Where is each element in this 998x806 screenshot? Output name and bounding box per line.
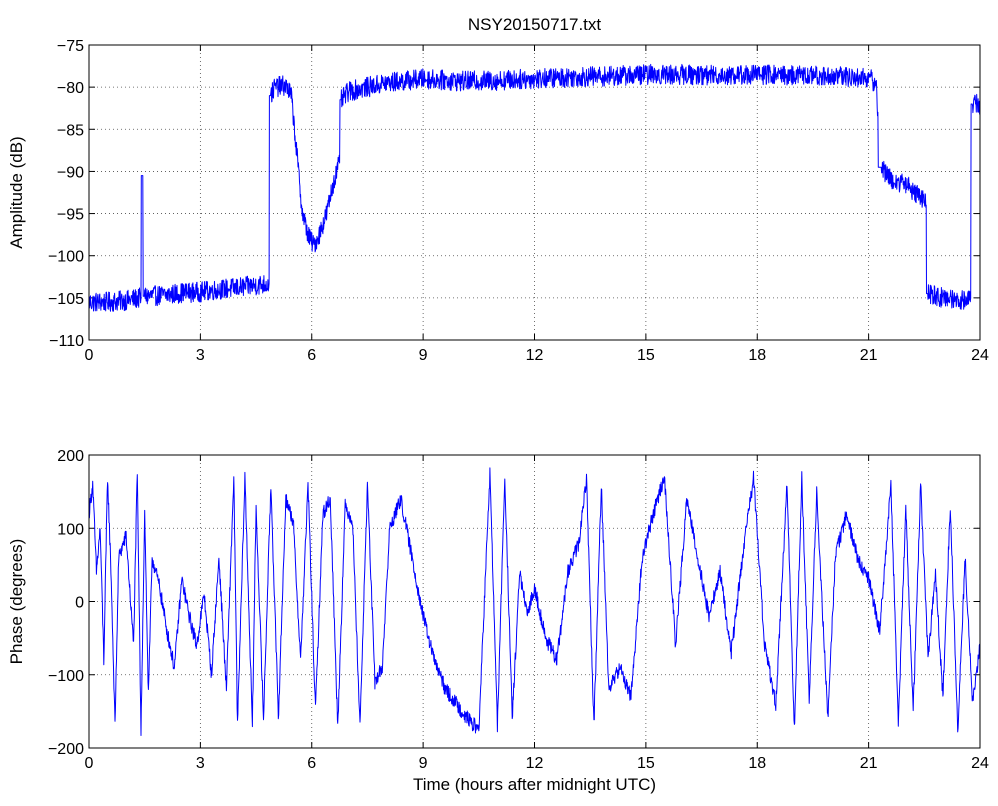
- x-tick-label: 24: [971, 347, 989, 364]
- y-axis-label: Phase (degrees): [7, 539, 26, 665]
- y-tick-label: −75: [57, 38, 84, 55]
- x-tick-label: 18: [748, 347, 766, 364]
- x-tick-label: 15: [637, 755, 655, 772]
- y-tick-label: −100: [48, 249, 84, 266]
- y-tick-label: −90: [57, 164, 84, 181]
- axes-border: [88, 454, 981, 749]
- phase-panel: 0 3 6 9 12 15 18 21 24 200 100 0 −100 −200 Time (hours…: [7, 448, 989, 794]
- x-tick-label: 6: [307, 347, 316, 364]
- plot-area: [88, 454, 981, 749]
- x-tick-label: 21: [860, 755, 878, 772]
- x-tick-label: 6: [307, 755, 316, 772]
- x-tick-label: 3: [196, 347, 205, 364]
- x-tick-label: 3: [196, 755, 205, 772]
- y-tick-label: −110: [49, 333, 84, 350]
- y-tick-label: 200: [57, 448, 84, 465]
- y-tick-label: −85: [57, 122, 84, 139]
- x-tick-label: 15: [637, 347, 655, 364]
- y-tick-label: −200: [48, 741, 84, 758]
- y-tick-label: −80: [57, 80, 84, 97]
- x-tick-label: 0: [85, 755, 94, 772]
- series-line: [88, 63, 981, 312]
- series-line: [88, 467, 981, 736]
- y-axis-label: Amplitude (dB): [7, 136, 26, 248]
- y-tick-label: 0: [75, 595, 84, 612]
- y-tick-label: 100: [57, 521, 84, 538]
- x-tick-label: 9: [419, 755, 428, 772]
- x-tick-label: 21: [860, 347, 878, 364]
- x-tick-label: 18: [748, 755, 766, 772]
- x-tick-label: 24: [971, 755, 989, 772]
- x-tick-label: 9: [419, 347, 428, 364]
- y-tick-label: −95: [57, 207, 84, 224]
- axes-border: [88, 44, 981, 341]
- x-tick-label: 12: [526, 755, 544, 772]
- chart-title: NSY20150717.txt: [468, 15, 602, 34]
- x-axis-label: Time (hours after midnight UTC): [413, 775, 656, 794]
- x-tick-label: 0: [85, 347, 94, 364]
- amplitude-panel: 0 3 6 9 12 15 18 21 24 −75 −80 −85 −90 −95 −100 −105 −11…: [7, 15, 989, 364]
- x-tick-label: 12: [526, 347, 544, 364]
- y-tick-label: −100: [48, 668, 84, 685]
- y-tick-label: −105: [48, 291, 84, 308]
